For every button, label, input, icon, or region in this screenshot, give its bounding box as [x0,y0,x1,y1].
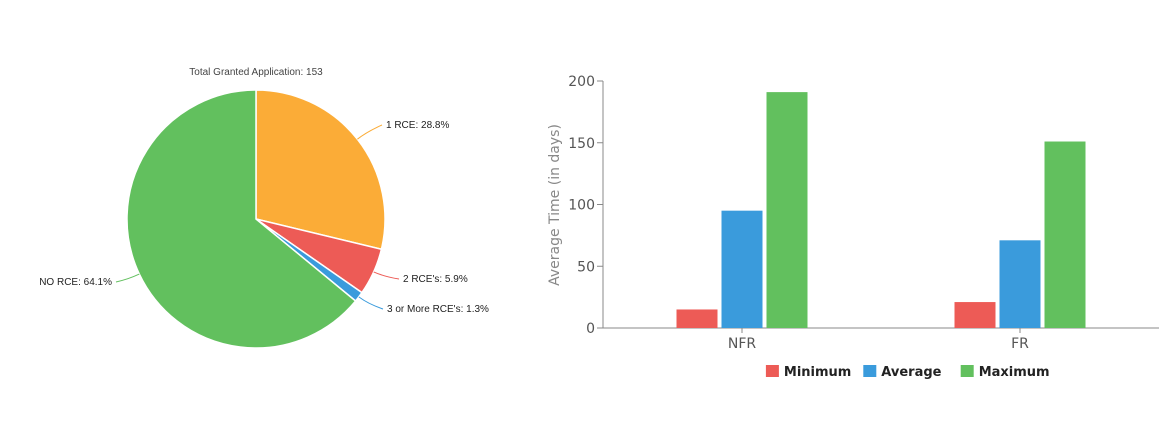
y-tick-label: 150 [568,136,595,152]
pie-slice-label: 3 or More RCE's: 1.3% [387,304,489,315]
pie-slice-label: 1 RCE: 28.8% [386,120,449,131]
legend-label[interactable]: Minimum [784,365,851,380]
pie-leader-line [115,273,140,283]
pie-slice[interactable] [126,89,357,349]
bar[interactable] [676,309,718,328]
legend-swatch[interactable] [960,365,974,377]
y-tick-label: 0 [586,321,595,337]
legend-swatch[interactable] [863,365,877,377]
pie-slice-label: NO RCE: 64.1% [39,277,112,288]
bar[interactable] [766,92,808,329]
y-axis-label: Average Time (in days) [547,124,563,286]
legend-label[interactable]: Maximum [979,365,1050,380]
bar[interactable] [721,210,763,328]
pie-leader-line [357,124,383,140]
pie-slice[interactable] [255,89,386,251]
bar[interactable] [954,302,996,328]
pie-leader-line [358,296,384,310]
x-tick-label: NFR [728,336,757,352]
pie-slice-label: 2 RCE's: 5.9% [403,274,468,285]
bar-chart: Average Time (in days) 0 50 100 150 200 NFR FR… [547,74,1159,380]
bar[interactable] [1044,141,1086,328]
legend-label[interactable]: Average [881,365,941,380]
y-tick-label: 200 [568,74,595,90]
legend-swatch[interactable] [765,365,779,377]
x-tick-label: FR [1011,336,1029,352]
y-tick-label: 50 [577,259,595,275]
pie-leader-line [373,271,400,280]
pie-chart: Total Granted Application: 153 1 RCE: 28… [39,67,489,349]
bar[interactable] [999,240,1041,328]
y-tick-label: 100 [568,198,595,214]
pie-title: Total Granted Application: 153 [189,67,323,78]
